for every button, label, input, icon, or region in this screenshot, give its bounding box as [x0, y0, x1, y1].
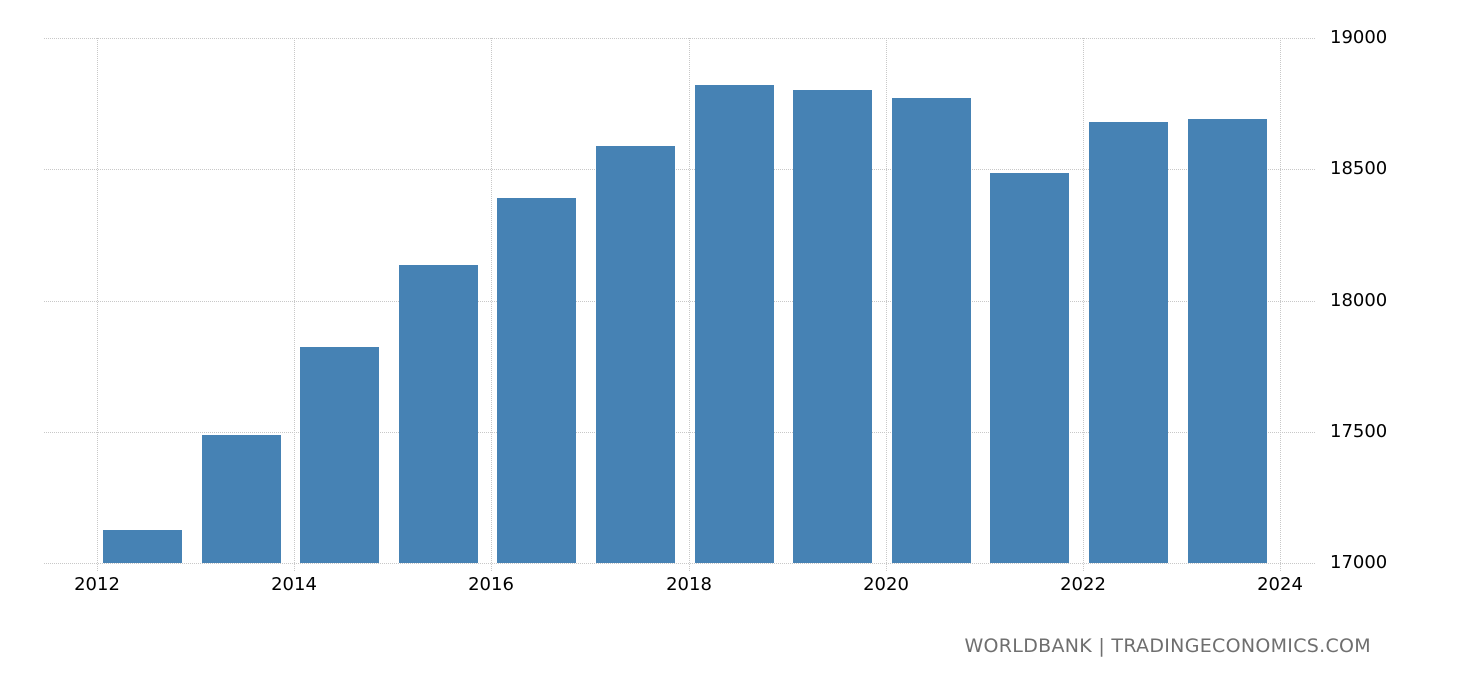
- bar-2015: [399, 265, 478, 563]
- v-gridline: [491, 38, 492, 571]
- x-tick-label: 2022: [1060, 574, 1106, 595]
- bar-2019: [793, 90, 872, 563]
- bar-2017: [596, 146, 675, 563]
- x-tick-label: 2024: [1257, 574, 1303, 595]
- y-tick-label: 19000: [1330, 27, 1388, 48]
- v-gridline: [294, 38, 295, 571]
- bar-2012: [103, 530, 182, 563]
- h-gridline: [44, 38, 1315, 39]
- bar-2016: [497, 198, 576, 563]
- x-tick-label: 2016: [468, 574, 514, 595]
- v-gridline: [886, 38, 887, 571]
- x-tick-label: 2018: [666, 574, 712, 595]
- y-tick-label: 17000: [1330, 552, 1388, 573]
- h-gridline: [44, 169, 1315, 170]
- bar-2020: [892, 98, 971, 563]
- bar-2023: [1188, 119, 1267, 563]
- y-tick-label: 18000: [1330, 290, 1388, 311]
- v-gridline: [1083, 38, 1084, 571]
- bar-2014: [300, 347, 379, 563]
- y-tick-label: 18500: [1330, 158, 1388, 179]
- bar-2022: [1089, 122, 1168, 563]
- source-label: WORLDBANK | TRADINGECONOMICS.COM: [964, 635, 1371, 657]
- x-tick-label: 2014: [271, 574, 317, 595]
- v-gridline: [97, 38, 98, 571]
- h-gridline: [44, 301, 1315, 302]
- bar-2018: [695, 85, 774, 563]
- bar-2021: [990, 173, 1069, 563]
- h-gridline: [44, 432, 1315, 433]
- v-gridline: [1280, 38, 1281, 571]
- y-tick-label: 17500: [1330, 421, 1388, 442]
- x-tick-label: 2020: [863, 574, 909, 595]
- bar-2013: [202, 435, 281, 563]
- x-tick-label: 2012: [74, 574, 120, 595]
- h-gridline: [44, 563, 1315, 564]
- v-gridline: [689, 38, 690, 571]
